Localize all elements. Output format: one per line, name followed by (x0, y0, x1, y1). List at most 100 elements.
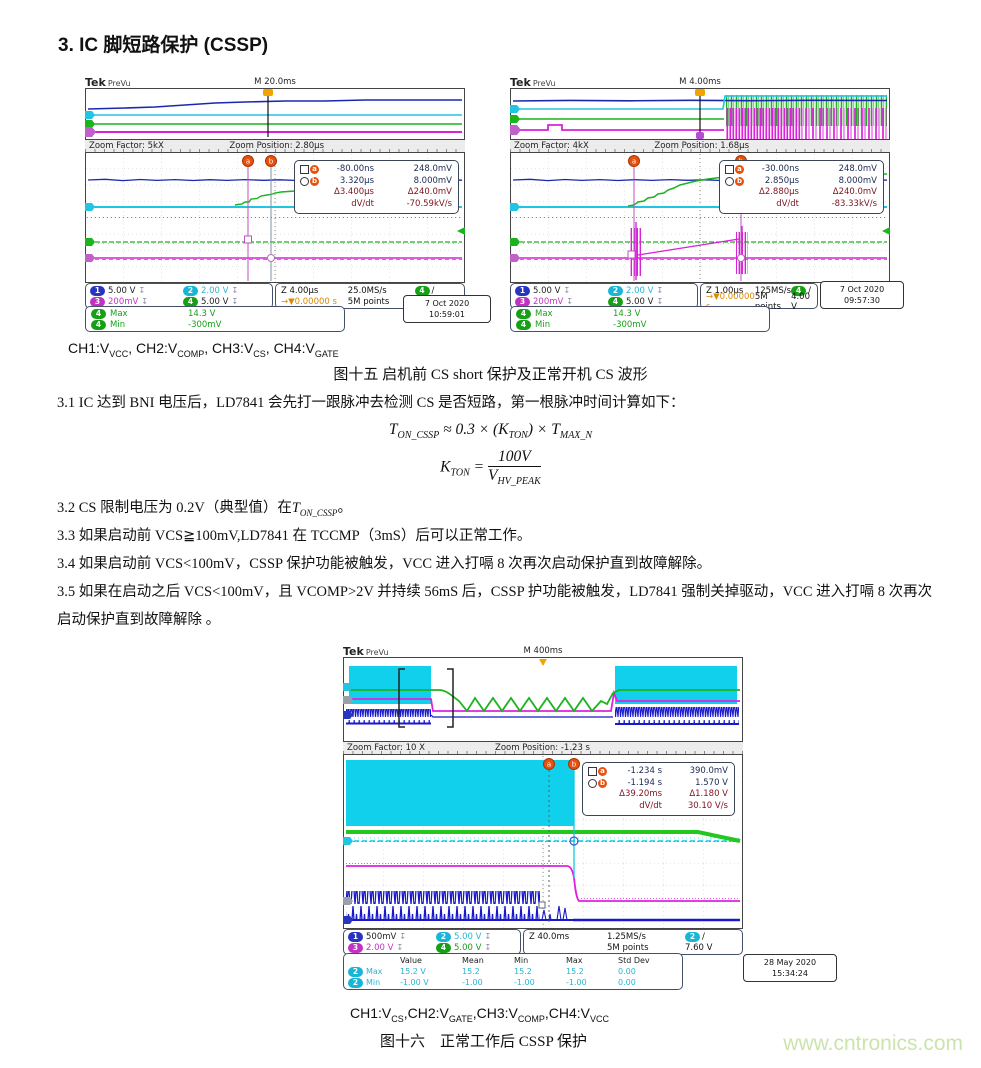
horizontal-trigger-settings: Z 40.0ms 1.25MS/s 2/ 5M points 7.60 V (523, 929, 743, 955)
cursor-b-flag-icon (265, 155, 277, 167)
trigger-level: 7.60 V (685, 942, 713, 953)
ch1-vcc-trace (87, 99, 462, 110)
col-value: Value (400, 956, 422, 965)
scope-header: Tek PreVu M 20.0ms (85, 76, 465, 89)
fig16-caption: 图十六 正常工作后 CSSP 保护 (380, 1034, 587, 1050)
datetime-box: 7 Oct 2020 10:59:01 (403, 295, 491, 323)
ch3-position-marker-icon (343, 897, 353, 905)
cursor-a-badge: a (598, 767, 607, 777)
sample-rate: 1.25MS/s (607, 931, 646, 942)
ch2-badge: 2 (436, 931, 451, 942)
ch4-trace (346, 830, 741, 843)
cursor-a-letter: a (246, 158, 250, 166)
probe-icon (484, 943, 491, 953)
scope-screenshot-fig15-right: Tek PreVu M 4.00ms (510, 76, 904, 332)
ch1-pulse-train (346, 891, 540, 921)
ch2-scale: 2.00 V (626, 285, 654, 296)
probe-icon (484, 932, 491, 942)
ch2-block (349, 666, 431, 704)
ch4-position-marker-icon (510, 238, 520, 246)
timebase-label: M 4.00ms (679, 77, 721, 87)
ch1-badge: 1 (90, 285, 105, 296)
meas-ch-badge: 4 (516, 319, 531, 330)
ch3-trace (346, 689, 740, 712)
probe-icon (141, 297, 148, 307)
measurement-table: Value Mean Min Max Std Dev 2 Max 15.2 V 1… (343, 953, 683, 990)
date: 28 May 2020 (763, 958, 817, 967)
overview-window (510, 88, 890, 140)
tek-logo: Tek (85, 76, 106, 89)
cursor-b-letter: b (269, 158, 274, 166)
meas-value: -300mV (188, 319, 222, 330)
ch3-burst-region (802, 108, 887, 139)
ch3-ramp (637, 238, 740, 256)
trigger-source-badge: 4 (791, 285, 807, 296)
cursor-a-letter: a (547, 761, 551, 769)
cursor-readout-box: a -80.00ns 248.0mV b 3.320μs 8.000mV Δ3.400μ… (294, 160, 459, 214)
overview-waveforms (343, 657, 743, 742)
zoom-position-flag-icon (695, 89, 705, 96)
datetime-box: 7 Oct 2020 09:57:30 (820, 281, 904, 309)
overview-waveforms (85, 88, 465, 140)
ch3-badge: 3 (515, 296, 530, 307)
ch4-sawtooth-trace (346, 689, 740, 713)
horizontal-trigger-settings: Z 1.00μs 125MS/s 4/ →▼0.00000 s 5M point… (700, 283, 818, 312)
overview-waveforms (510, 88, 890, 140)
zoom-bar: Zoom Factor: 5kX Zoom Position: 2.80μs (85, 140, 465, 152)
probe-icon (231, 297, 238, 307)
trigger-slope-icon: / (808, 285, 811, 296)
formula-ton-cssp: TON_CSSP ≈ 0.3 × (KTON) × TMAX_N (388, 421, 593, 442)
ch3-burst-region (726, 108, 802, 139)
ch2-scale: 5.00 V (454, 931, 482, 942)
probe-icon (563, 286, 570, 296)
ch4-scale: 5.00 V (454, 942, 482, 953)
acq-mode: PreVu (107, 79, 131, 88)
ch2-badge: 2 (183, 285, 198, 296)
zoom-waveforms: a b (510, 152, 890, 283)
ch2-position-marker-icon (510, 203, 520, 211)
timebase-label: M 20.0ms (254, 77, 296, 87)
zoom-factor: Zoom Factor: 5kX (89, 141, 164, 151)
ch1-vcc-trace (512, 99, 888, 102)
trigger-level-marker-icon (882, 227, 890, 235)
cursor-bottom-flag-icon (696, 132, 704, 139)
fig16-channel-legend: CH1:VCS,CH2:VGATE,CH3:VCOMP,CH4:VVCC (350, 1005, 609, 1024)
ch4-badge: 4 (608, 296, 623, 307)
ch4-position-marker-icon (85, 120, 95, 128)
section-heading: 3. IC 脚短路保护 (CSSP) (58, 35, 269, 56)
zoom-timebase: Z 40.0ms (529, 931, 570, 942)
cursor-a-square-icon (300, 165, 309, 175)
meas-ch-badge: 4 (516, 308, 531, 319)
probe-icon (566, 297, 573, 307)
overview-window (343, 657, 743, 742)
cursor-b-letter: b (572, 761, 577, 769)
cursor-a-flag-icon (628, 155, 640, 167)
timebase-label: M 400ms (523, 646, 563, 656)
ch2-badge: 2 (608, 285, 623, 296)
meas-name: Min (535, 319, 551, 330)
col-max: Max (566, 956, 583, 965)
meas-name: Min (110, 319, 126, 330)
zoom-bracket-right (447, 668, 454, 728)
acq-mode: PreVu (532, 79, 556, 88)
ch3-scale: 2.00 V (366, 942, 394, 953)
ch3-position-marker-icon (510, 254, 520, 262)
meas-ch-badge: 4 (91, 319, 106, 330)
cursor-b-circle-icon (588, 778, 597, 788)
ch1-badge: 1 (348, 931, 363, 942)
zoom-position: Zoom Position: -1.23 s (495, 743, 590, 753)
meas-name: Max (110, 308, 128, 319)
scope-header: Tek PreVu M 400ms (343, 645, 743, 658)
cs-step-trace (234, 189, 322, 206)
zoom-waveforms: a b (343, 754, 743, 929)
zoom-factor: Zoom Factor: 10 X (347, 743, 425, 753)
ch2-position-marker-icon (85, 203, 95, 211)
ch1-position-marker-icon (343, 916, 353, 924)
formula-kton: KTON = 100V VHV_PEAK (440, 448, 541, 487)
time: 15:34:24 (772, 969, 808, 978)
probe-icon (396, 943, 403, 953)
